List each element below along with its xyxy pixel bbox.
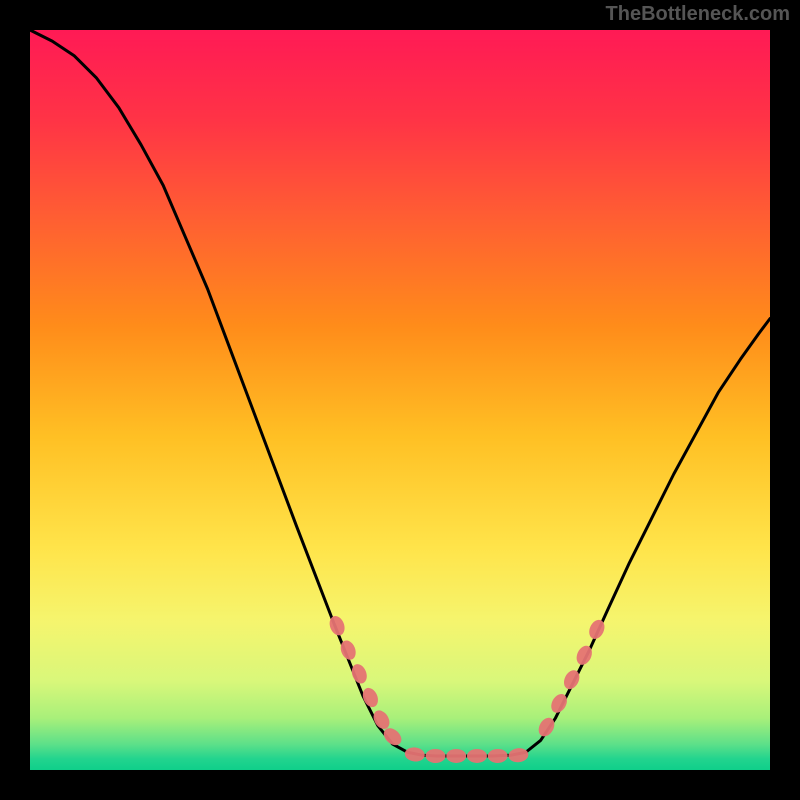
stage: TheBottleneck.com [0,0,800,800]
highlight-marker [404,746,426,762]
highlight-marker [425,749,445,763]
highlight-marker [488,749,508,763]
highlight-marker [467,749,487,763]
plot-area [30,30,770,770]
highlight-marker [508,747,529,763]
bottleneck-curve [30,30,770,756]
highlight-cluster-left [327,614,405,749]
highlight-marker [446,749,466,763]
highlight-cluster-right [535,617,607,739]
chart-svg [30,30,770,770]
highlight-marker [327,614,347,638]
watermark-text: TheBottleneck.com [606,3,790,26]
